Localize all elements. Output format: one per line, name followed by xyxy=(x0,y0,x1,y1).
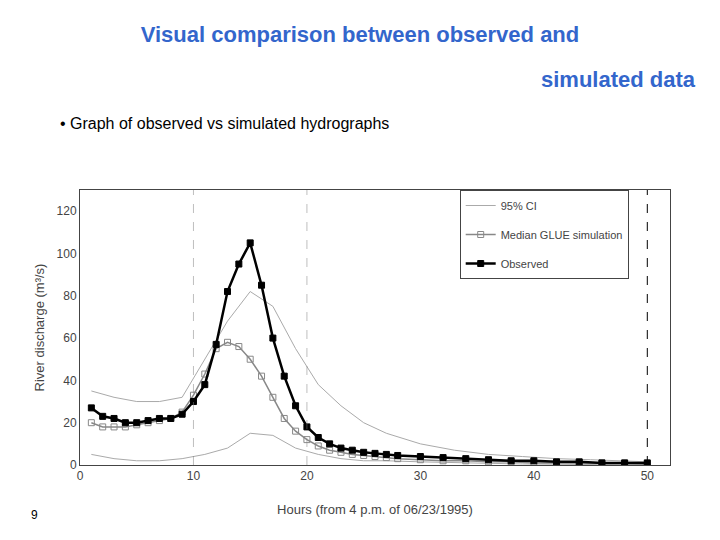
svg-text:Observed: Observed xyxy=(501,258,549,270)
svg-text:20: 20 xyxy=(300,469,314,483)
svg-text:80: 80 xyxy=(63,289,77,303)
svg-text:Hours (from 4 p.m. of 06/23/19: Hours (from 4 p.m. of 06/23/1995) xyxy=(277,502,473,517)
svg-text:0: 0 xyxy=(77,469,84,483)
svg-text:0: 0 xyxy=(70,458,77,472)
svg-text:95% CI: 95% CI xyxy=(501,200,537,212)
svg-text:50: 50 xyxy=(641,469,655,483)
svg-text:Median GLUE simulation: Median GLUE simulation xyxy=(501,229,623,241)
svg-text:60: 60 xyxy=(63,331,77,345)
svg-text:10: 10 xyxy=(187,469,201,483)
svg-text:20: 20 xyxy=(63,416,77,430)
svg-text:River discharge (m³/s): River discharge (m³/s) xyxy=(32,264,47,392)
svg-text:simulated data: simulated data xyxy=(541,67,696,92)
svg-text:40: 40 xyxy=(527,469,541,483)
svg-text:Visual comparison between obse: Visual comparison between observed and xyxy=(141,22,580,47)
svg-text:120: 120 xyxy=(57,204,77,218)
svg-text:30: 30 xyxy=(414,469,428,483)
svg-text:• Graph of observed vs simulat: • Graph of observed vs simulated hydrogr… xyxy=(60,115,389,132)
svg-text:40: 40 xyxy=(63,374,77,388)
svg-text:9: 9 xyxy=(31,508,38,522)
svg-text:100: 100 xyxy=(57,247,77,261)
